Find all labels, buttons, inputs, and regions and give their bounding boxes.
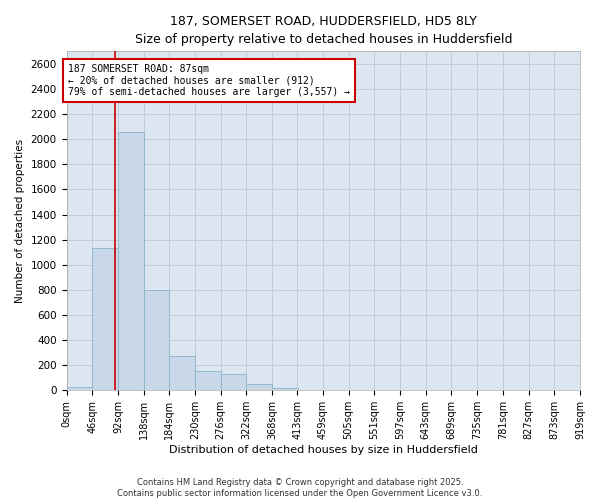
Bar: [221, 374, 247, 390]
X-axis label: Distribution of detached houses by size in Huddersfield: Distribution of detached houses by size …: [169, 445, 478, 455]
Bar: [118, 132, 143, 390]
Bar: [143, 290, 169, 390]
Bar: [247, 384, 272, 390]
Bar: [92, 248, 118, 390]
Y-axis label: Number of detached properties: Number of detached properties: [15, 139, 25, 303]
Bar: [169, 356, 195, 390]
Bar: [67, 386, 92, 390]
Title: 187, SOMERSET ROAD, HUDDERSFIELD, HD5 8LY
Size of property relative to detached : 187, SOMERSET ROAD, HUDDERSFIELD, HD5 8L…: [134, 15, 512, 46]
Text: 187 SOMERSET ROAD: 87sqm
← 20% of detached houses are smaller (912)
79% of semi-: 187 SOMERSET ROAD: 87sqm ← 20% of detach…: [68, 64, 350, 97]
Bar: [272, 388, 298, 390]
Text: Contains HM Land Registry data © Crown copyright and database right 2025.
Contai: Contains HM Land Registry data © Crown c…: [118, 478, 482, 498]
Bar: [195, 371, 221, 390]
